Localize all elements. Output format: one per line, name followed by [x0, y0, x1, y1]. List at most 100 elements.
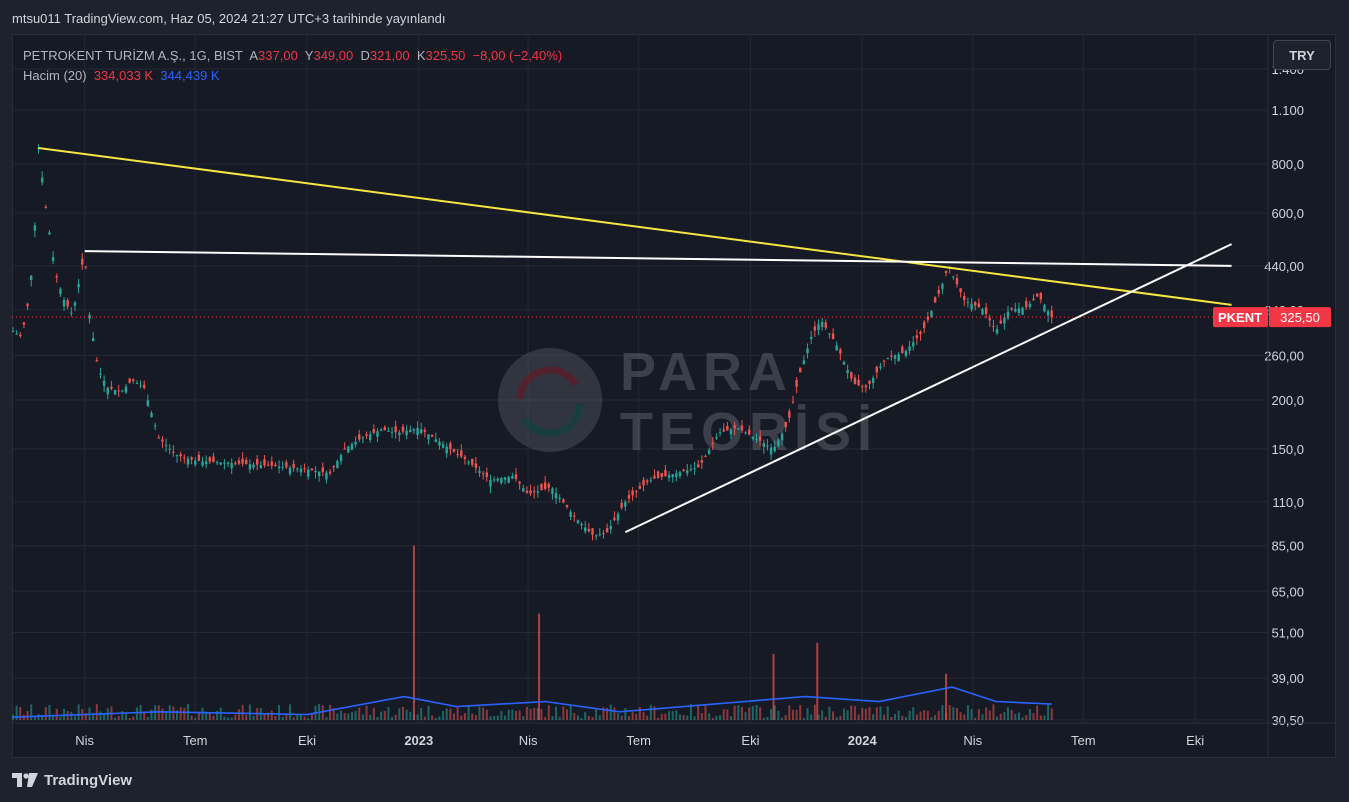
volume-label[interactable]: Hacim (20) [23, 68, 87, 83]
candle-body [809, 336, 813, 339]
candle-body [620, 502, 623, 508]
volume-bar [649, 704, 652, 720]
price-chart[interactable]: PARA TEORİSİ 1.4001.100800,0600,0440,003… [12, 34, 1336, 758]
candle-body [441, 444, 445, 448]
volume-bar [726, 709, 729, 720]
currency-button[interactable]: TRY [1273, 40, 1331, 70]
candle-body [471, 458, 474, 465]
volume-bar [890, 717, 893, 720]
symbol-title[interactable]: PETROKENT TURİZM A.Ş., 1G, BIST [23, 48, 243, 63]
candle-body [277, 466, 281, 469]
candle-body [416, 427, 419, 435]
volume-bar [161, 708, 164, 720]
volume-bar [759, 707, 762, 720]
volume-bar [336, 713, 339, 720]
candle-body [266, 464, 270, 466]
volume-bar [988, 710, 991, 720]
candle-body [456, 454, 459, 456]
volume-bar [299, 714, 302, 720]
candle-body [875, 366, 878, 373]
volume-bar [544, 717, 547, 720]
volume-bar [624, 708, 627, 720]
footer-brand[interactable]: TradingView [12, 770, 132, 790]
candle-body [102, 380, 106, 386]
volume-bar [230, 717, 233, 720]
volume-bar [784, 715, 787, 720]
candle-body [762, 443, 766, 447]
x-tick-label: Nis [75, 733, 94, 748]
candle-body [605, 528, 609, 533]
volume-bar [853, 706, 856, 720]
candle-body [452, 448, 456, 452]
candle-body [981, 309, 984, 315]
candle-body [438, 441, 441, 446]
candle-body [999, 320, 1002, 324]
candle-body [726, 425, 729, 431]
volume-bar [507, 709, 510, 720]
candle-body [230, 463, 233, 469]
candle-body [522, 488, 525, 492]
descending-resistance-line [38, 146, 1232, 306]
candle-body [343, 448, 346, 450]
volume-bar [296, 713, 299, 720]
published-header: mtsu011 TradingView.com, Haz 05, 2024 21… [0, 0, 1349, 36]
volume-bar [150, 709, 153, 720]
candle-body [627, 494, 631, 499]
volume-bar [795, 709, 798, 720]
candle-body [1017, 308, 1021, 314]
volume-bar [329, 704, 332, 720]
candle-body [467, 461, 470, 464]
volume-bar [274, 716, 277, 720]
volume-bar [41, 714, 44, 720]
volume-spike [412, 545, 415, 720]
volume-bar [63, 708, 66, 720]
volume-bar [380, 711, 383, 720]
volume-bar [1032, 713, 1035, 720]
volume-bar [682, 715, 685, 720]
candle-body [795, 380, 798, 387]
volume-bar [915, 714, 918, 720]
volume-bar [799, 704, 802, 720]
volume-bar [1050, 708, 1053, 720]
chart-frame[interactable] [12, 34, 1336, 758]
volume-bar [719, 715, 722, 720]
candle-body [839, 349, 842, 354]
candle-body [514, 474, 518, 480]
candle-body [766, 445, 769, 447]
volume-bar [999, 713, 1002, 720]
volume-spike [772, 653, 775, 720]
candle-body [540, 483, 543, 491]
candle-body [704, 455, 707, 457]
candle-body [777, 440, 780, 447]
candle-body [201, 461, 204, 466]
volume-bar [438, 716, 441, 720]
volume-bar [514, 710, 517, 720]
candle-body [500, 478, 503, 483]
candle-body [729, 429, 733, 435]
ascending-support-line [624, 243, 1232, 534]
candle-body [930, 310, 933, 317]
candle-body [511, 476, 514, 479]
candle-body [660, 473, 663, 477]
volume-bar [194, 717, 197, 720]
volume-bar [970, 709, 973, 720]
volume-bar [842, 708, 845, 720]
x-tick-label: Eki [741, 733, 759, 748]
volume-bar [587, 715, 590, 720]
volume-bar [219, 707, 222, 720]
candle-body [390, 431, 394, 433]
volume-bar [617, 713, 620, 720]
volume-bar [591, 717, 594, 720]
volume-bar [376, 717, 379, 720]
volume-row: Hacim (20) 334,033 K 344,439 K [23, 66, 562, 86]
volume-bar [456, 707, 459, 720]
candle-body [551, 488, 554, 495]
volume-bar [595, 709, 598, 720]
candle-body [536, 491, 540, 493]
volume-bar [310, 713, 313, 720]
volume-bar [500, 711, 503, 720]
volume-bar [350, 712, 353, 720]
candle-body [401, 426, 405, 432]
volume-bar [52, 714, 55, 720]
candle-body [172, 451, 175, 453]
